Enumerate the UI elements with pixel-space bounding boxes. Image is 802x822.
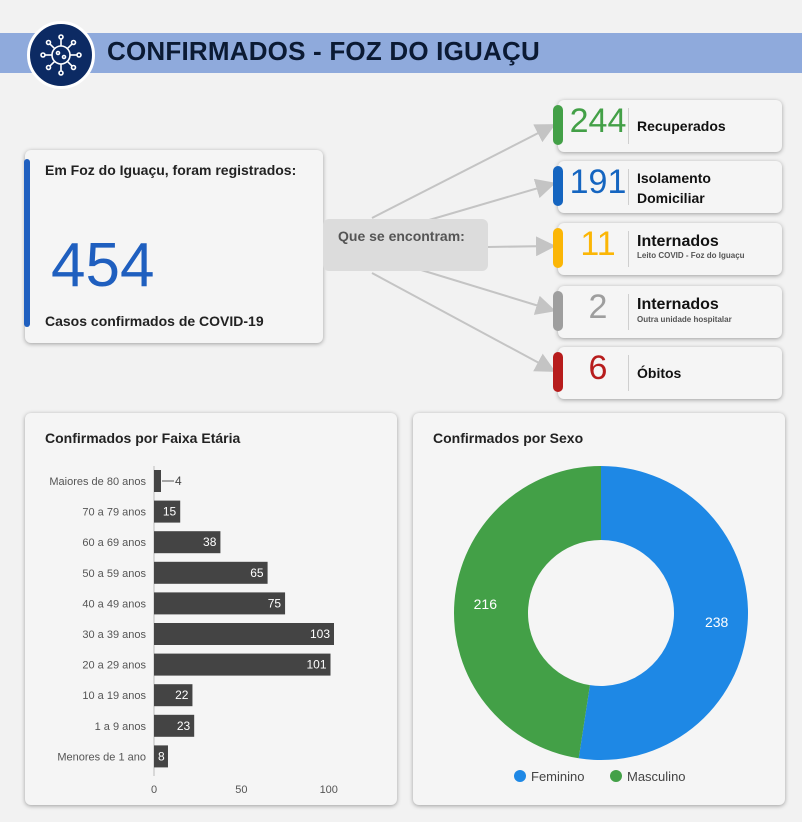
age-category-label: 50 a 59 anos: [82, 568, 146, 580]
age-chart-panel: Confirmados por Faixa Etária Maiores de …: [25, 413, 397, 805]
status-divider: [628, 231, 629, 267]
status-divider: [628, 294, 629, 330]
page-title: CONFIRMADOS - FOZ DO IGUAÇU: [107, 36, 540, 66]
legend-item-feminino: Feminino: [514, 769, 584, 784]
status-divider: [628, 108, 629, 144]
sex-donut-chart: 238 216: [454, 466, 749, 760]
age-bar: [154, 470, 161, 492]
age-category-label: 10 a 19 anos: [82, 690, 146, 702]
status-accent: [553, 166, 563, 206]
age-value-label: 75: [268, 596, 282, 610]
age-category-label: 60 a 69 anos: [82, 537, 146, 549]
status-accent: [553, 291, 563, 331]
total-cases-card: Em Foz do Iguaçu, foram registrados: 454…: [24, 150, 323, 343]
status-card-isolamento: 191 Isolamento Domiciliar: [553, 161, 782, 213]
age-value-label: 4: [175, 474, 182, 488]
total-cases-accent: [24, 159, 30, 327]
age-value-label: 15: [163, 505, 177, 519]
status-sublabel: Outra unidade hospitalar: [637, 315, 732, 324]
age-bar: [154, 500, 181, 523]
donut-value-label: 238: [705, 614, 729, 630]
age-bar: [154, 714, 195, 737]
status-card-recuperados: 244 Recuperados: [553, 100, 782, 152]
age-value-label: 8: [158, 749, 165, 763]
age-x-tick-label: 50: [235, 784, 247, 796]
status-label: Internados: [637, 296, 719, 313]
status-value: 191: [569, 163, 627, 201]
total-cases-caption: Casos confirmados de COVID-19: [45, 313, 264, 329]
age-bar: [154, 623, 334, 645]
age-category-label: 20 a 29 anos: [82, 660, 146, 672]
arrow-obitos: [371, 272, 556, 372]
status-label: Isolamento Domiciliar: [637, 170, 711, 206]
age-bar: [154, 531, 221, 554]
age-value-label: 38: [203, 535, 217, 549]
status-value: 244: [569, 102, 627, 140]
status-divider: [628, 169, 629, 205]
age-category-label: Menores de 1 ano: [57, 751, 146, 763]
age-value-label: 101: [306, 658, 326, 672]
age-x-tick-label: 100: [320, 784, 338, 796]
age-value-label: 103: [310, 627, 330, 641]
age-category-label: Maiores de 80 anos: [49, 476, 146, 488]
status-card-obitos: 6 Óbitos: [553, 347, 782, 399]
status-label: Internados: [637, 233, 719, 250]
age-bar: [154, 561, 268, 584]
age-bar: [154, 684, 193, 707]
age-bar: [154, 745, 168, 768]
donut-slice-masculino: [454, 466, 601, 759]
age-bar: [154, 592, 286, 615]
legend-label-feminino: Feminino: [531, 769, 585, 784]
status-value: 6: [588, 349, 608, 387]
age-category-label: 30 a 39 anos: [82, 629, 146, 641]
legend-swatch-feminino: [514, 770, 526, 782]
age-value-label: 65: [250, 566, 264, 580]
header-bar: [0, 33, 802, 73]
status-card-internados-outra: 2 Internados Outra unidade hospitalar: [553, 286, 782, 338]
legend-label-masculino: Masculino: [627, 769, 686, 784]
virus-icon: [27, 21, 95, 89]
age-x-tick-label: 0: [151, 784, 157, 796]
age-category-label: 70 a 79 anos: [82, 507, 146, 519]
status-sublabel: Leito COVID - Foz do Iguaçu: [637, 251, 745, 260]
status-label: Recuperados: [637, 118, 726, 134]
status-accent: [553, 105, 563, 145]
donut-value-label: 216: [474, 596, 498, 612]
status-accent: [553, 352, 563, 392]
legend-item-masculino: Masculino: [610, 769, 686, 784]
age-category-label: 1 a 9 anos: [95, 721, 147, 733]
status-card-internados-covid: 11 Internados Leito COVID - Foz do Iguaç…: [553, 223, 782, 275]
age-value-label: 22: [175, 688, 189, 702]
age-bar-chart: Maiores de 80 anos 4 70 a 79 anos 15 60 a 69…: [49, 466, 338, 796]
arrow-internados-covid: [487, 236, 556, 257]
status-connector: Que se encontram:: [323, 219, 488, 271]
status-value: 2: [588, 288, 608, 326]
total-cases-number: 454: [51, 231, 155, 300]
status-accent: [553, 228, 563, 268]
age-chart-title: Confirmados por Faixa Etária: [45, 430, 241, 446]
arrow-recuperados: [371, 124, 556, 219]
age-category-label: 40 a 49 anos: [82, 598, 146, 610]
status-value: 11: [580, 225, 616, 263]
age-value-label: 23: [177, 719, 191, 733]
total-cases-intro: Em Foz do Iguaçu, foram registrados:: [45, 162, 297, 178]
sex-chart-panel: Confirmados por Sexo 238 216 Feminino Mas…: [413, 413, 785, 805]
status-connector-label: Que se encontram:: [338, 228, 465, 244]
sex-chart-title: Confirmados por Sexo: [433, 430, 584, 446]
legend-swatch-masculino: [610, 770, 622, 782]
donut-slice-feminino: [578, 466, 749, 760]
age-bar: [154, 653, 331, 676]
status-divider: [628, 355, 629, 391]
status-label: Óbitos: [637, 365, 682, 381]
